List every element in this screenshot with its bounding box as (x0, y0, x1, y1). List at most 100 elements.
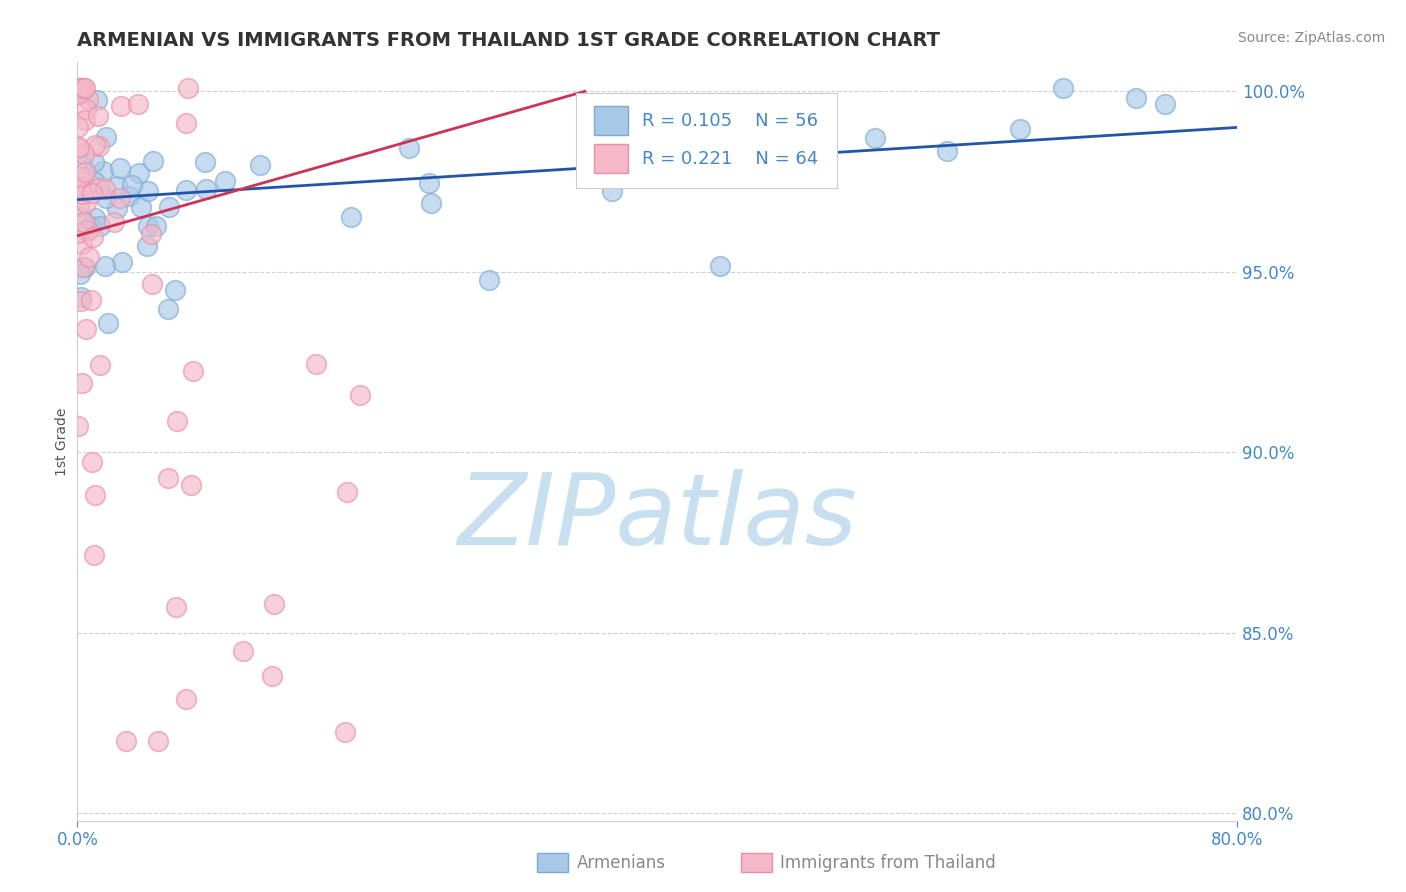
Point (69, 210, 91, 224)
Point (139, 227, 162, 241)
Point (69, 293, 91, 308)
Point (1153, 96, 1175, 111)
Point (214, 174, 236, 188)
Point (73, 215, 96, 229)
Point (156, 471, 179, 485)
Point (195, 182, 218, 196)
Text: Armenians: Armenians (576, 854, 665, 871)
Point (75, 223, 97, 237)
Point (142, 154, 165, 169)
Point (84, 488, 107, 502)
Point (66, 226, 89, 240)
Point (77, 223, 100, 237)
Point (69, 267, 91, 281)
Point (83, 549, 105, 563)
Point (600, 184, 623, 198)
Point (76, 91, 98, 105)
Point (82, 186, 104, 200)
Point (67, 80, 90, 95)
Point (69, 179, 91, 194)
Point (138, 219, 160, 233)
Point (181, 364, 204, 378)
Text: R = 0.221    N = 64: R = 0.221 N = 64 (643, 150, 818, 168)
Point (146, 734, 169, 748)
Point (110, 99, 132, 113)
Point (165, 600, 187, 615)
Point (249, 158, 271, 172)
Point (66, 87, 89, 101)
Text: R = 0.105    N = 56: R = 0.105 N = 56 (643, 112, 818, 130)
FancyBboxPatch shape (576, 93, 837, 187)
Point (89, 219, 111, 234)
Point (349, 388, 371, 402)
Point (69, 169, 91, 184)
Point (136, 184, 159, 198)
Point (174, 691, 197, 706)
Point (1125, 91, 1147, 105)
Point (118, 189, 141, 203)
Point (80, 219, 103, 234)
Point (83, 154, 105, 169)
Point (66, 419, 89, 434)
Point (709, 259, 731, 273)
Text: ARMENIAN VS IMMIGRANTS FROM THAILAND 1ST GRADE CORRELATION CHART: ARMENIAN VS IMMIGRANTS FROM THAILAND 1ST… (77, 31, 941, 50)
Point (792, 142, 814, 156)
Point (103, 215, 125, 229)
Point (157, 200, 180, 214)
Point (73, 260, 96, 274)
Text: Immigrants from Thailand: Immigrants from Thailand (780, 854, 995, 871)
Bar (593, 106, 628, 136)
Point (111, 255, 134, 269)
Point (129, 200, 152, 214)
Point (478, 273, 501, 287)
Point (232, 644, 254, 658)
Point (174, 183, 197, 197)
Point (75, 103, 97, 117)
Point (72, 80, 94, 95)
Point (80, 455, 103, 469)
Point (1052, 80, 1074, 95)
Point (72, 187, 94, 202)
Point (72, 170, 94, 185)
Point (180, 478, 202, 492)
Point (67, 141, 90, 155)
Point (66, 120, 89, 135)
Bar (593, 145, 628, 173)
Point (75, 195, 97, 210)
Point (79, 250, 101, 264)
Point (73, 165, 96, 179)
Point (87, 109, 110, 123)
Point (108, 191, 131, 205)
Point (262, 669, 284, 683)
Point (398, 141, 420, 155)
Point (83, 211, 105, 225)
Point (141, 277, 163, 291)
Point (80, 293, 103, 308)
Point (1008, 121, 1031, 136)
Point (624, 135, 647, 149)
Point (177, 80, 200, 95)
Point (166, 414, 188, 428)
Point (128, 166, 150, 180)
Point (419, 195, 441, 210)
Point (304, 357, 326, 371)
Point (108, 161, 131, 175)
Point (72, 260, 94, 274)
Text: Source: ZipAtlas.com: Source: ZipAtlas.com (1237, 31, 1385, 45)
Point (145, 219, 167, 234)
Point (336, 485, 359, 500)
Point (105, 201, 128, 215)
Point (174, 116, 197, 130)
Point (673, 105, 696, 120)
Point (93, 182, 115, 196)
Point (75, 113, 97, 128)
Point (157, 301, 180, 316)
Point (67, 140, 90, 154)
Point (89, 358, 111, 372)
Point (70, 376, 93, 390)
Point (84, 137, 107, 152)
Point (936, 145, 959, 159)
Point (67, 199, 90, 213)
Point (89, 181, 111, 195)
Point (163, 283, 186, 297)
